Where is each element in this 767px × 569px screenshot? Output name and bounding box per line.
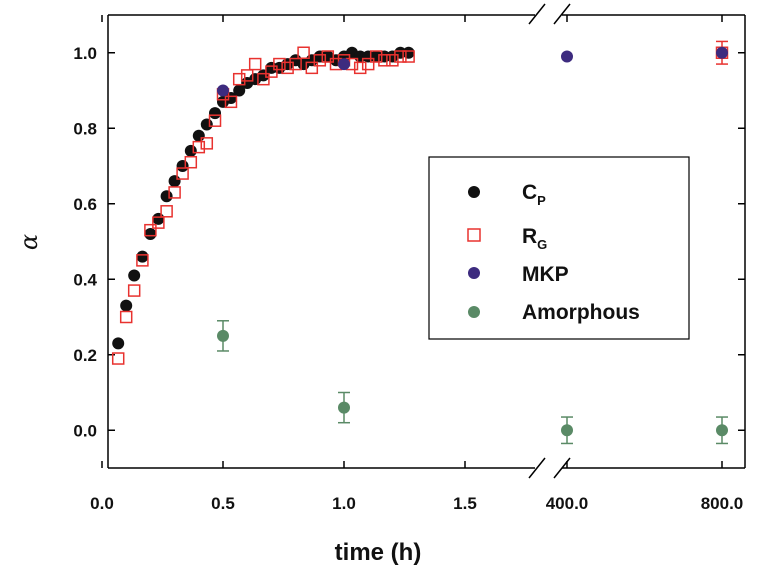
data-point xyxy=(561,424,573,437)
data-point xyxy=(200,137,214,150)
data-point xyxy=(402,46,415,59)
data-point xyxy=(297,46,310,59)
data-point xyxy=(289,57,302,71)
y-tick-label: 0.4 xyxy=(73,270,97,289)
series-amorphous xyxy=(217,320,728,445)
data-point xyxy=(120,299,133,312)
data-point xyxy=(168,186,181,199)
data-point xyxy=(136,254,149,267)
data-point xyxy=(160,205,173,218)
data-point xyxy=(378,54,391,67)
data-point xyxy=(168,175,181,188)
y-tick-label: 0.2 xyxy=(73,346,97,365)
x-axis: 0.0 0.5 1.0 1.5 400.0 800.0 xyxy=(90,15,743,513)
series-r xyxy=(111,40,729,365)
data-point xyxy=(281,61,294,75)
data-point xyxy=(217,329,229,342)
data-point xyxy=(561,50,573,63)
data-point xyxy=(144,227,157,240)
data-point xyxy=(111,352,125,365)
x-tick-label: 800.0 xyxy=(701,494,744,513)
data-point xyxy=(313,54,327,67)
data-point xyxy=(232,72,246,86)
axis-break-top xyxy=(528,3,571,25)
series-c xyxy=(112,46,415,350)
data-point xyxy=(208,114,222,127)
y-tick-label: 0.0 xyxy=(73,421,97,440)
legend-marker-rg xyxy=(467,228,481,242)
data-point xyxy=(217,84,229,97)
data-point xyxy=(112,337,125,350)
data-point xyxy=(184,155,198,169)
x-tick-label: 0.0 xyxy=(90,494,114,513)
data-point xyxy=(233,84,246,97)
legend-label-cp: CP xyxy=(522,181,546,208)
y-tick-label: 1.0 xyxy=(73,44,97,63)
data-point xyxy=(128,269,141,282)
series-mkp xyxy=(217,46,728,97)
data-point xyxy=(305,61,319,75)
data-point xyxy=(402,50,415,63)
data-point xyxy=(240,69,254,82)
data-point xyxy=(119,310,133,324)
data-point xyxy=(273,57,286,71)
legend-marker-amorphous xyxy=(468,306,480,318)
legend-marker-cp xyxy=(468,186,480,198)
data-point xyxy=(265,65,278,78)
x-tick-label: 400.0 xyxy=(546,494,589,513)
legend-marker-mkp xyxy=(468,267,480,279)
y-tick-label: 0.6 xyxy=(73,195,97,214)
legend: CP RG MKP Amorphous xyxy=(428,156,690,340)
data-point xyxy=(144,223,157,237)
data-point xyxy=(209,107,222,120)
data-point xyxy=(361,57,375,71)
series-layer xyxy=(111,40,729,445)
data-point xyxy=(127,284,141,297)
data-point xyxy=(257,72,270,86)
data-point xyxy=(184,144,197,157)
data-point xyxy=(321,50,335,63)
data-point xyxy=(338,58,350,71)
data-point xyxy=(248,57,262,71)
data-point xyxy=(160,190,173,203)
data-point xyxy=(200,118,213,131)
data-point xyxy=(224,95,238,109)
data-point xyxy=(338,401,350,414)
x-tick-label: 1.0 xyxy=(332,494,356,513)
legend-label-rg: RG xyxy=(522,225,547,252)
data-point xyxy=(176,160,189,172)
legend-label-mkp: MKP xyxy=(522,263,569,286)
x-axis-title: time (h) xyxy=(335,539,422,566)
data-point xyxy=(716,424,728,437)
y-axis: 0.0 0.2 0.4 0.6 0.8 1.0 xyxy=(73,44,745,440)
data-point xyxy=(176,167,189,180)
data-point xyxy=(369,50,383,63)
data-point xyxy=(192,129,205,142)
data-point xyxy=(192,140,206,154)
data-point xyxy=(353,61,367,75)
data-point xyxy=(716,46,728,59)
y-tick-label: 0.8 xyxy=(73,119,97,138)
legend-label-amorphous: Amorphous xyxy=(522,301,640,324)
x-tick-label: 1.5 xyxy=(453,494,477,513)
data-point xyxy=(152,212,165,225)
x-tick-label: 0.5 xyxy=(211,494,235,513)
data-point xyxy=(136,250,149,263)
data-point xyxy=(152,216,165,229)
y-axis-title: α xyxy=(15,234,43,250)
data-point xyxy=(394,50,407,63)
data-point xyxy=(386,54,399,67)
